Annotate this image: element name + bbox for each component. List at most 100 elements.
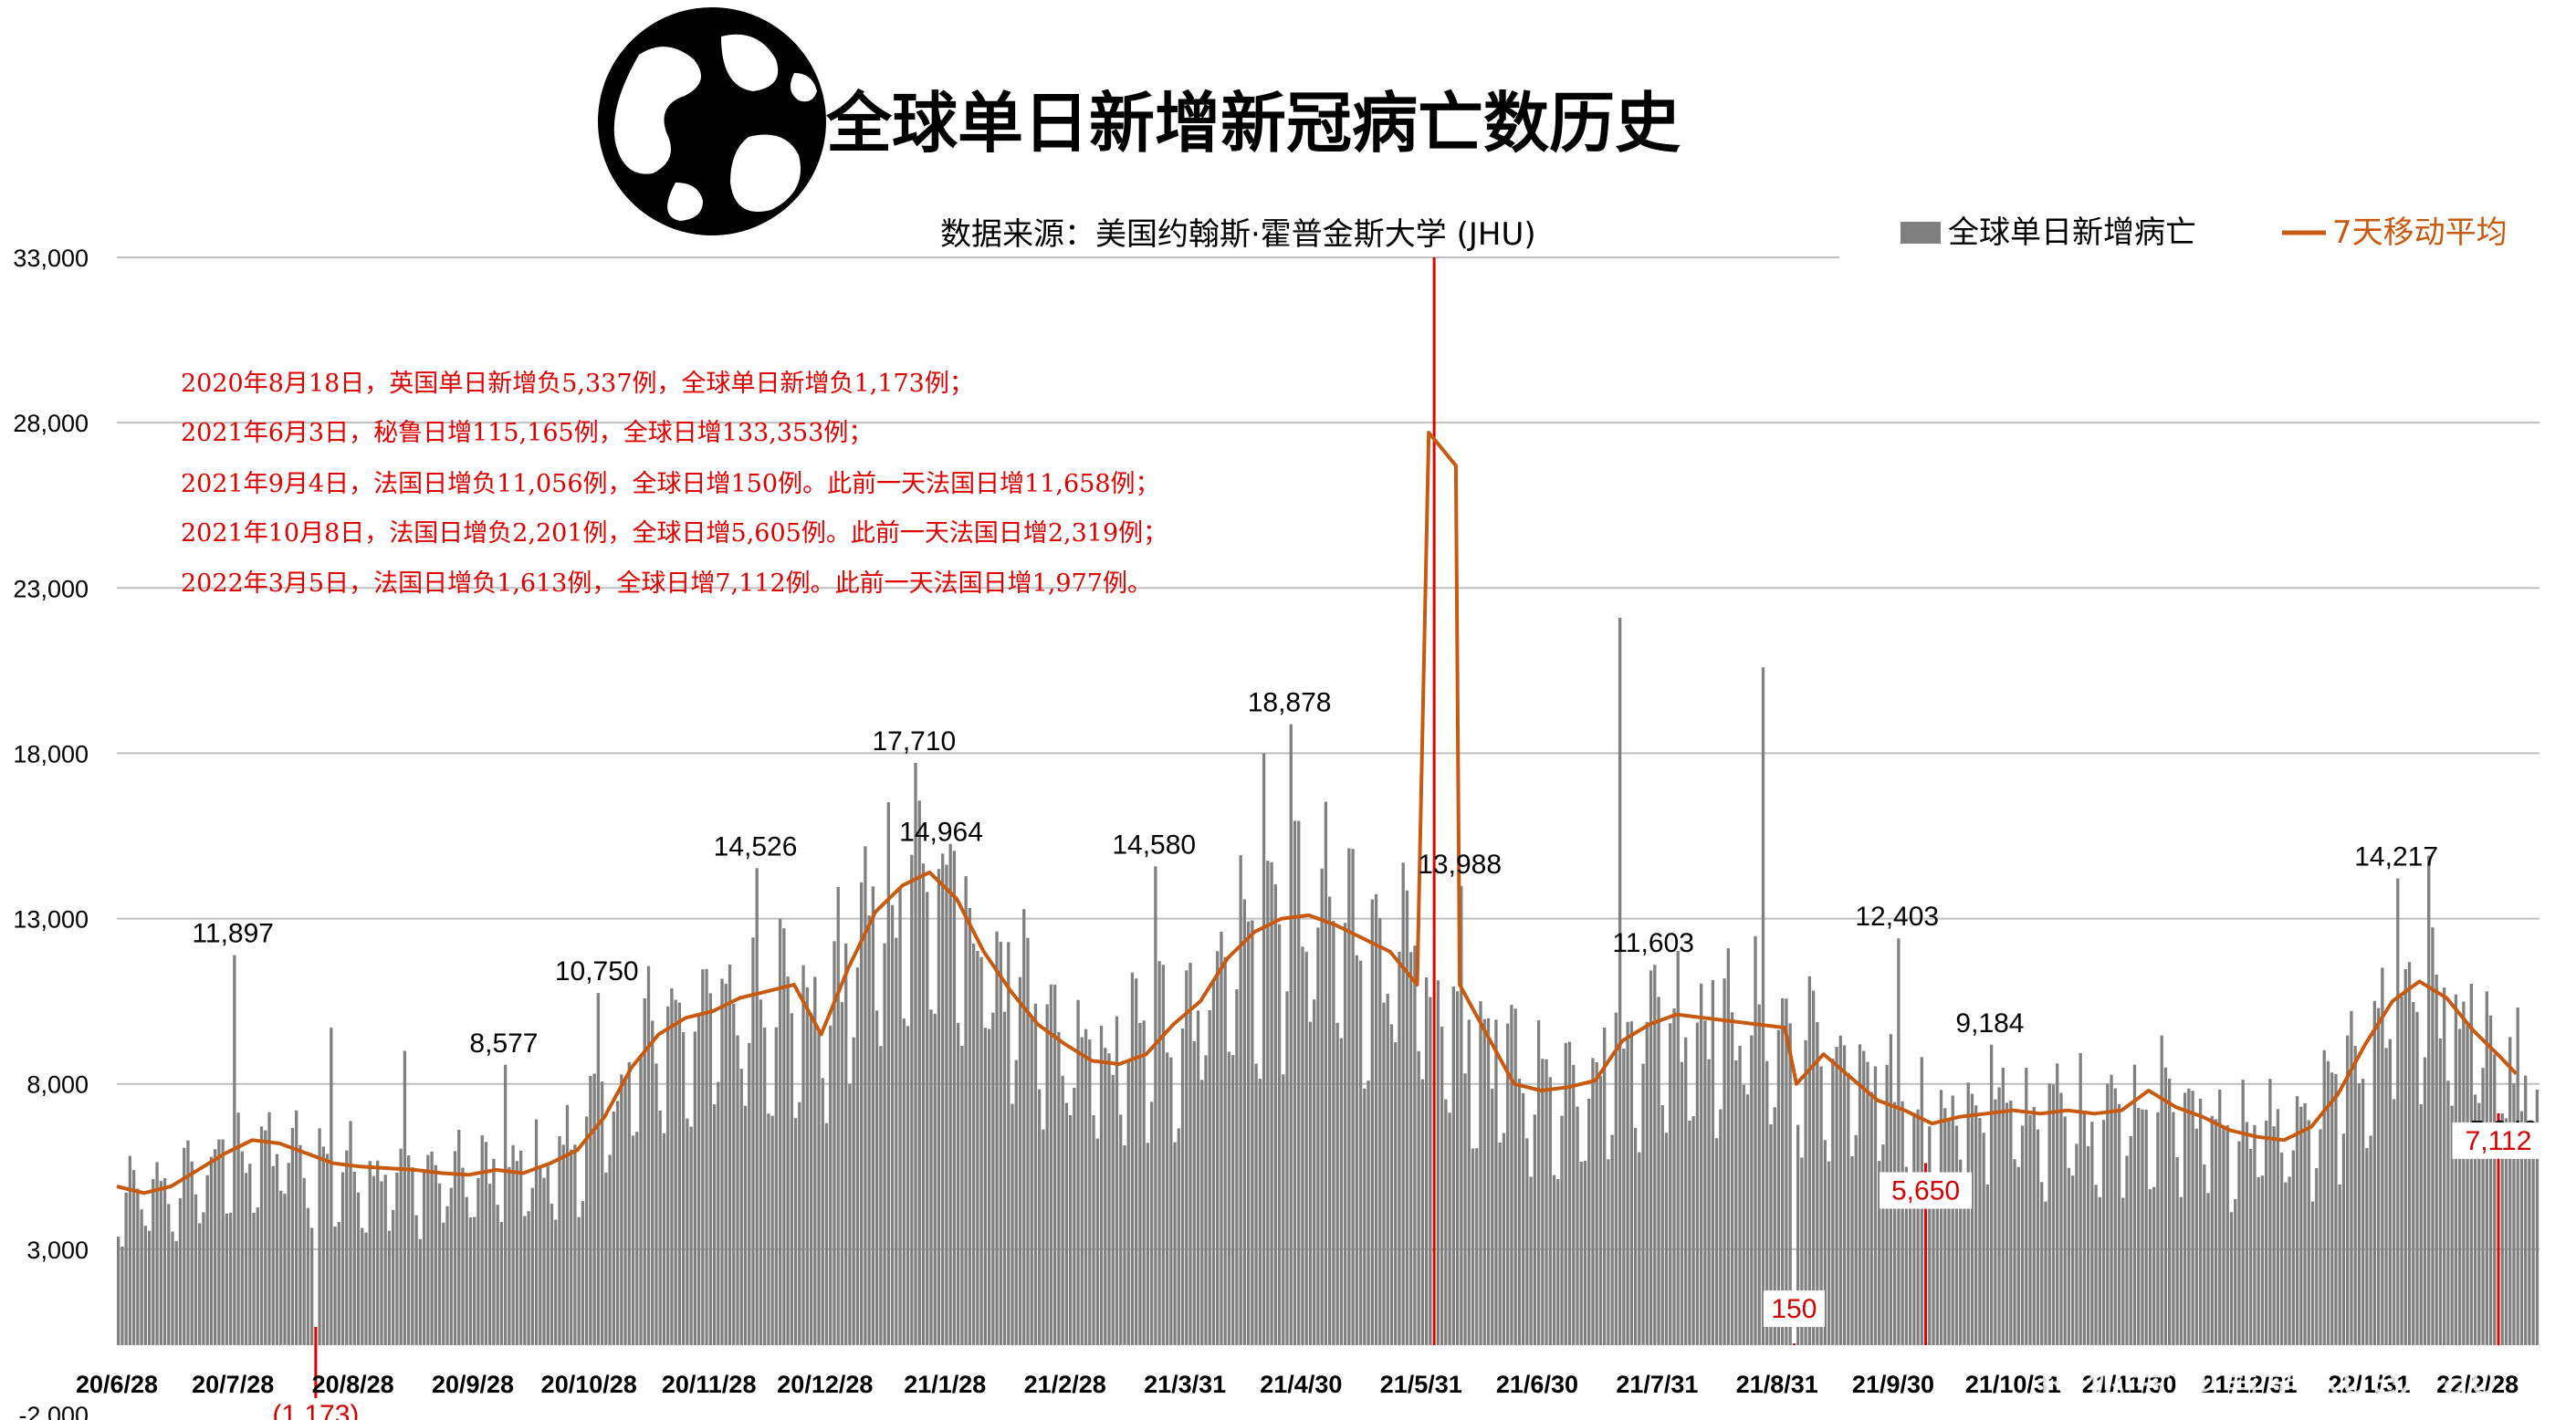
daily-bar	[2407, 962, 2412, 1345]
daily-bar	[832, 941, 836, 1345]
daily-bar	[2454, 994, 2458, 1345]
daily-bar	[1076, 999, 1080, 1345]
daily-bar	[2075, 1143, 2079, 1345]
daily-bar	[929, 1009, 933, 1345]
daily-bar	[2067, 1167, 2071, 1345]
daily-bar	[1866, 1061, 1869, 1345]
y-tick-label: 33,000	[13, 245, 89, 272]
daily-bar	[403, 1050, 407, 1345]
data-label: 17,710	[872, 726, 956, 757]
x-tick-label: 20/12/28	[777, 1371, 873, 1398]
daily-bar	[1142, 1020, 1146, 1345]
x-tick-label: 21/12/31	[2201, 1371, 2297, 1398]
daily-bar	[774, 1027, 779, 1345]
daily-bar	[2431, 927, 2435, 1345]
daily-bar	[1282, 1074, 1285, 1345]
daily-bar	[2307, 1120, 2310, 1345]
daily-bar	[937, 869, 941, 1345]
daily-bar	[1297, 820, 1301, 1345]
daily-bar	[1785, 998, 1788, 1345]
daily-bar	[2446, 1081, 2450, 1345]
daily-bar	[1088, 1039, 1092, 1345]
daily-bar	[786, 976, 790, 1345]
daily-bar	[554, 1219, 558, 1345]
daily-bar	[921, 863, 926, 1345]
daily-bar	[1974, 1105, 1978, 1345]
daily-bar	[2249, 1149, 2253, 1345]
daily-bar	[2535, 1090, 2539, 1345]
daily-bar	[1475, 1148, 1479, 1345]
daily-bar	[805, 987, 809, 1345]
daily-bar	[252, 1212, 256, 1345]
daily-bar	[612, 1112, 615, 1345]
daily-bar	[437, 1183, 442, 1345]
note-1: 2020年8月18日，英国单日新增负5,337例，全球单日新增负1,173例；	[181, 370, 974, 398]
daily-bar	[871, 886, 875, 1345]
daily-bar	[2291, 1150, 2295, 1345]
daily-bar	[2427, 855, 2431, 1345]
daily-bar	[1173, 1142, 1177, 1345]
daily-bar	[2191, 1091, 2194, 1345]
daily-bar	[1014, 1060, 1018, 1345]
daily-bar	[202, 1212, 205, 1345]
daily-bar	[945, 864, 948, 1345]
daily-bar	[577, 1216, 581, 1345]
daily-bar	[2384, 1048, 2388, 1345]
daily-bar	[1080, 1037, 1084, 1345]
daily-bar	[1695, 1022, 1700, 1345]
x-tick-label: 21/10/31	[1965, 1371, 2061, 1398]
daily-bar	[183, 1147, 186, 1345]
daily-bar	[508, 1166, 511, 1345]
daily-bar	[864, 846, 867, 1345]
daily-bar	[1796, 1124, 1800, 1345]
daily-bar	[1966, 1082, 1970, 1345]
daily-bar	[1180, 1028, 1185, 1345]
daily-bar	[701, 969, 705, 1345]
daily-bar	[1691, 1116, 1695, 1345]
daily-bar	[1781, 997, 1785, 1345]
daily-bar	[1954, 1125, 1959, 1345]
daily-bar	[406, 1155, 411, 1345]
daily-bar	[1629, 1021, 1633, 1345]
daily-bar	[1405, 890, 1409, 1345]
daily-bar	[755, 868, 759, 1345]
daily-bar	[190, 1161, 194, 1345]
daily-bar	[874, 1010, 879, 1345]
daily-bar	[1939, 1090, 1943, 1345]
daily-bar	[739, 1069, 743, 1345]
daily-bar	[476, 1178, 480, 1345]
daily-bar	[840, 1002, 844, 1345]
daily-bar	[228, 1212, 233, 1345]
daily-bar	[1061, 1075, 1064, 1345]
daily-bar	[2094, 1185, 2098, 1345]
daily-bar	[318, 1128, 321, 1345]
daily-bar	[2106, 1083, 2110, 1345]
daily-bar	[2272, 1126, 2276, 1345]
daily-bar	[1935, 1195, 1939, 1345]
daily-bar	[2086, 1145, 2090, 1345]
daily-bar	[662, 1133, 666, 1345]
daily-bar	[2028, 1114, 2032, 1345]
daily-bar	[2528, 1148, 2531, 1345]
daily-bar	[1479, 1001, 1482, 1345]
daily-bar	[2392, 1099, 2396, 1345]
data-label: 18,878	[1248, 688, 1332, 718]
daily-bar	[1842, 1045, 1847, 1345]
daily-bar	[518, 1150, 523, 1345]
daily-bar	[1042, 1129, 1045, 1345]
daily-bar	[991, 1012, 995, 1345]
daily-bar	[2279, 1152, 2284, 1345]
daily-bar	[948, 843, 952, 1345]
data-source: 数据来源：美国约翰斯·霍普金斯大学 (JHU)	[940, 216, 1536, 253]
daily-bar	[658, 1110, 662, 1345]
daily-bar	[883, 943, 886, 1345]
daily-bar	[2144, 1109, 2148, 1345]
daily-bar	[2350, 1010, 2353, 1345]
daily-bar	[964, 876, 968, 1345]
daily-bar	[1293, 820, 1297, 1345]
daily-bar	[2020, 1125, 2025, 1345]
highlight-label-bg	[1880, 1172, 1973, 1209]
daily-bar	[1649, 970, 1653, 1345]
daily-bar	[1165, 1052, 1169, 1345]
